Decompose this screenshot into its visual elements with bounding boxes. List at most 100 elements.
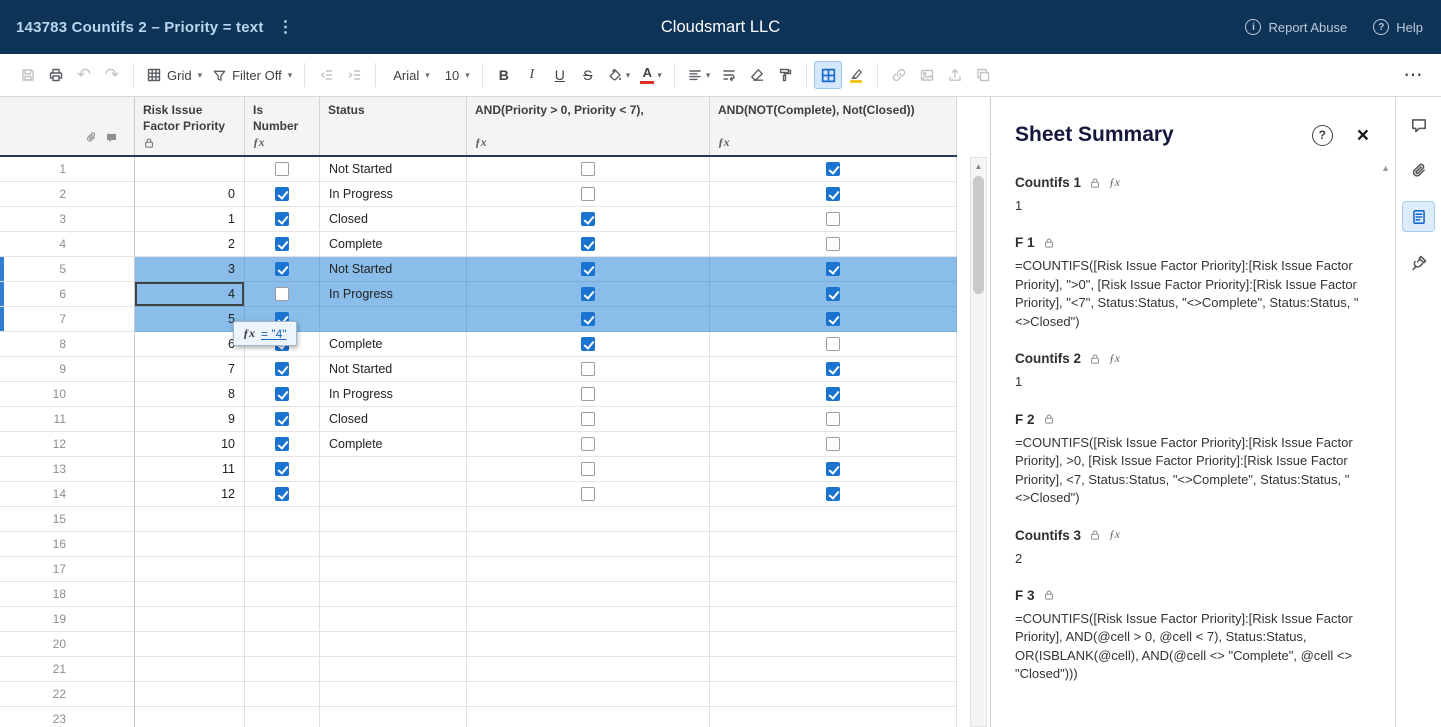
cell-cond2[interactable] bbox=[710, 457, 957, 482]
cell-cond1[interactable] bbox=[467, 457, 710, 482]
insert-image-button[interactable] bbox=[913, 61, 941, 89]
column-header-status[interactable]: Status bbox=[320, 97, 467, 155]
checkbox[interactable] bbox=[275, 412, 289, 426]
cell-status[interactable]: In Progress bbox=[320, 382, 467, 407]
cell-is-number[interactable] bbox=[245, 207, 320, 232]
checkbox[interactable] bbox=[581, 162, 595, 176]
duplicate-button[interactable] bbox=[969, 61, 997, 89]
cell-cond2[interactable] bbox=[710, 432, 957, 457]
cell-priority[interactable]: 3 bbox=[135, 257, 245, 282]
cell-status[interactable] bbox=[320, 307, 467, 332]
row-header[interactable]: 13 bbox=[0, 457, 135, 482]
checkbox[interactable] bbox=[581, 287, 595, 301]
cell-status[interactable] bbox=[320, 582, 467, 607]
row-header[interactable]: 14 bbox=[0, 482, 135, 507]
cell-status[interactable]: Closed bbox=[320, 207, 467, 232]
cell-priority[interactable]: 12 bbox=[135, 482, 245, 507]
cell-status[interactable] bbox=[320, 557, 467, 582]
cell-is-number[interactable] bbox=[245, 457, 320, 482]
cell-cond1[interactable] bbox=[467, 657, 710, 682]
cell-priority[interactable]: 4 bbox=[135, 282, 245, 307]
report-abuse-link[interactable]: i Report Abuse bbox=[1245, 19, 1347, 35]
fill-color-button[interactable]: ▾ bbox=[602, 61, 636, 89]
row-header[interactable]: 6 bbox=[0, 282, 135, 307]
cell-borders-button[interactable] bbox=[814, 61, 843, 89]
row-header[interactable]: 10 bbox=[0, 382, 135, 407]
cell-cond2[interactable] bbox=[710, 307, 957, 332]
cell-cond1[interactable] bbox=[467, 632, 710, 657]
row-header[interactable]: 9 bbox=[0, 357, 135, 382]
row-header[interactable]: 18 bbox=[0, 582, 135, 607]
column-header-is-number[interactable]: Is Number ƒx bbox=[245, 97, 320, 155]
conversations-button[interactable] bbox=[1402, 109, 1435, 140]
outdent-button[interactable] bbox=[312, 61, 340, 89]
checkbox[interactable] bbox=[581, 437, 595, 451]
checkbox[interactable] bbox=[275, 162, 289, 176]
grid-vertical-scrollbar[interactable]: ▲ bbox=[970, 157, 987, 727]
checkbox[interactable] bbox=[581, 487, 595, 501]
cell-cond2[interactable] bbox=[710, 607, 957, 632]
checkbox[interactable] bbox=[826, 212, 840, 226]
checkbox[interactable] bbox=[826, 487, 840, 501]
attachment-column-icon[interactable] bbox=[85, 131, 98, 149]
filter-selector[interactable]: Filter Off ▾ bbox=[207, 61, 297, 89]
cell-priority[interactable] bbox=[135, 707, 245, 727]
cell-status[interactable] bbox=[320, 632, 467, 657]
cell-is-number[interactable] bbox=[245, 432, 320, 457]
cell-status[interactable] bbox=[320, 532, 467, 557]
cell-cond2[interactable] bbox=[710, 257, 957, 282]
row-header[interactable]: 19 bbox=[0, 607, 135, 632]
cell-status[interactable] bbox=[320, 457, 467, 482]
cell-priority[interactable] bbox=[135, 632, 245, 657]
undo-button[interactable]: ↶ bbox=[76, 65, 92, 84]
checkbox[interactable] bbox=[581, 237, 595, 251]
indent-button[interactable] bbox=[340, 61, 368, 89]
checkbox[interactable] bbox=[581, 337, 595, 351]
cell-priority[interactable]: 8 bbox=[135, 382, 245, 407]
summary-help-icon[interactable]: ? bbox=[1311, 124, 1333, 146]
checkbox[interactable] bbox=[826, 187, 840, 201]
checkbox[interactable] bbox=[826, 337, 840, 351]
cell-status[interactable] bbox=[320, 607, 467, 632]
cell-is-number[interactable] bbox=[245, 507, 320, 532]
scrollbar-thumb[interactable] bbox=[973, 176, 984, 294]
cell-priority[interactable] bbox=[135, 607, 245, 632]
cell-cond1[interactable] bbox=[467, 707, 710, 727]
clear-formatting-button[interactable] bbox=[743, 61, 771, 89]
cell-priority[interactable]: 10 bbox=[135, 432, 245, 457]
cell-cond1[interactable] bbox=[467, 682, 710, 707]
row-header[interactable]: 17 bbox=[0, 557, 135, 582]
cell-cond1[interactable] bbox=[467, 382, 710, 407]
cell-status[interactable]: In Progress bbox=[320, 282, 467, 307]
cell-status[interactable] bbox=[320, 657, 467, 682]
cell-cond1[interactable] bbox=[467, 532, 710, 557]
row-header[interactable]: 7 bbox=[0, 307, 135, 332]
cell-is-number[interactable] bbox=[245, 382, 320, 407]
checkbox[interactable] bbox=[275, 212, 289, 226]
cell-status[interactable]: Complete bbox=[320, 232, 467, 257]
cell-cond2[interactable] bbox=[710, 357, 957, 382]
cell-priority[interactable]: 7 bbox=[135, 357, 245, 382]
cell-cond2[interactable] bbox=[710, 207, 957, 232]
cell-is-number[interactable] bbox=[245, 157, 320, 182]
cell-is-number[interactable] bbox=[245, 407, 320, 432]
cell-cond1[interactable] bbox=[467, 232, 710, 257]
bold-button[interactable]: B bbox=[498, 67, 509, 83]
comment-column-icon[interactable] bbox=[105, 131, 118, 149]
italic-button[interactable]: I bbox=[529, 67, 535, 82]
row-header[interactable]: 15 bbox=[0, 507, 135, 532]
checkbox[interactable] bbox=[826, 237, 840, 251]
attachments-button[interactable] bbox=[1402, 155, 1435, 186]
select-all-corner[interactable] bbox=[0, 97, 135, 155]
cell-status[interactable]: Closed bbox=[320, 407, 467, 432]
checkbox[interactable] bbox=[581, 462, 595, 476]
insert-link-button[interactable] bbox=[885, 61, 913, 89]
checkbox[interactable] bbox=[826, 287, 840, 301]
cell-is-number[interactable] bbox=[245, 657, 320, 682]
format-painter-button[interactable] bbox=[771, 61, 799, 89]
checkbox[interactable] bbox=[581, 212, 595, 226]
cell-is-number[interactable] bbox=[245, 232, 320, 257]
cell-status[interactable] bbox=[320, 707, 467, 727]
cell-cond2[interactable] bbox=[710, 407, 957, 432]
cell-cond2[interactable] bbox=[710, 232, 957, 257]
